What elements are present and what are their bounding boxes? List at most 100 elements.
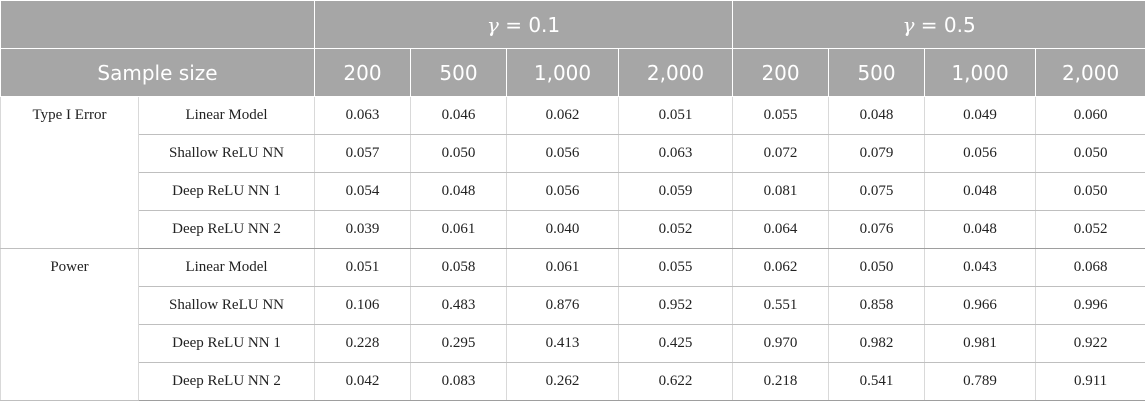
value-cell: 0.062 — [506, 96, 619, 135]
value-cell: 0.048 — [410, 172, 507, 211]
value-cell: 0.056 — [506, 134, 619, 173]
value-cell: 0.050 — [410, 134, 507, 173]
gamma-value: = 0.1 — [498, 12, 561, 37]
value-cell: 0.483 — [410, 286, 507, 325]
value-cell: 0.081 — [732, 172, 830, 211]
value-cell: 0.966 — [924, 286, 1037, 325]
method-label: Linear Model — [138, 248, 315, 287]
method-label: Deep ReLU NN 1 — [138, 324, 315, 363]
value-cell: 0.057 — [314, 134, 411, 173]
value-cell: 0.063 — [314, 96, 411, 135]
value-cell: 0.061 — [410, 210, 507, 249]
sample-size-header: 200 — [314, 48, 411, 97]
sample-size-label: Sample size — [0, 48, 315, 97]
value-cell: 0.040 — [506, 210, 619, 249]
value-cell: 0.048 — [828, 96, 926, 135]
value-cell: 0.055 — [617, 248, 734, 287]
gamma-symbol: γ — [486, 12, 499, 37]
sample-size-header: 2,000 — [617, 48, 734, 97]
value-cell: 0.059 — [617, 172, 734, 211]
table-row: Shallow ReLU NN 0.057 0.050 0.056 0.063 0.072… — [1, 134, 1145, 173]
value-cell: 0.982 — [828, 324, 926, 363]
value-cell: 0.043 — [924, 248, 1037, 287]
value-cell: 0.054 — [314, 172, 411, 211]
value-cell: 0.068 — [1035, 248, 1145, 287]
sample-size-header: 1,000 — [924, 48, 1037, 97]
value-cell: 0.541 — [828, 362, 926, 401]
value-cell: 0.952 — [617, 286, 734, 325]
table-row: Deep ReLU NN 1 0.054 0.048 0.056 0.059 0.081 0… — [1, 172, 1145, 211]
value-cell: 0.050 — [828, 248, 926, 287]
value-cell: 0.051 — [314, 248, 411, 287]
gamma-value: = 0.5 — [914, 12, 976, 37]
value-cell: 0.425 — [617, 324, 734, 363]
value-cell: 0.048 — [924, 172, 1037, 211]
value-cell: 0.052 — [617, 210, 734, 249]
value-cell: 0.061 — [506, 248, 619, 287]
value-cell: 0.106 — [314, 286, 411, 325]
value-cell: 0.049 — [924, 96, 1037, 135]
method-label: Deep ReLU NN 2 — [138, 362, 315, 401]
value-cell: 0.039 — [314, 210, 411, 249]
value-cell: 0.876 — [506, 286, 619, 325]
value-cell: 0.060 — [1035, 96, 1145, 135]
method-label: Linear Model — [138, 96, 315, 135]
value-cell: 0.922 — [1035, 324, 1145, 363]
value-cell: 0.858 — [828, 286, 926, 325]
value-cell: 0.056 — [924, 134, 1037, 173]
sample-size-header: 500 — [828, 48, 926, 97]
header-row-sample-size: Sample size 200 500 1,000 2,000 200 500 … — [0, 48, 1145, 97]
method-label: Shallow ReLU NN — [138, 134, 315, 173]
header-row-gamma: γ = 0.1 γ = 0.5 — [0, 0, 1145, 49]
gamma-group-header: γ = 0.1 — [313, 0, 734, 49]
value-cell: 0.262 — [506, 362, 619, 401]
value-cell: 0.996 — [1035, 286, 1145, 325]
method-label: Shallow ReLU NN — [138, 286, 315, 325]
sample-size-header: 2,000 — [1035, 48, 1145, 97]
value-cell: 0.622 — [617, 362, 734, 401]
group-label: Type I Error — [0, 96, 139, 249]
value-cell: 0.911 — [1035, 362, 1145, 401]
value-cell: 0.052 — [1035, 210, 1145, 249]
group-label: Power — [0, 248, 139, 401]
table-body: Type I Error Linear Model 0.063 0.046 0.062 0… — [0, 96, 1145, 401]
value-cell: 0.079 — [828, 134, 926, 173]
table-row: Power Linear Model 0.051 0.058 0.061 0.055 0.0… — [0, 248, 1145, 401]
value-cell: 0.063 — [617, 134, 734, 173]
value-cell: 0.551 — [732, 286, 830, 325]
value-cell: 0.055 — [732, 96, 830, 135]
table-row: Type I Error Linear Model 0.063 0.046 0.062 0… — [0, 96, 1145, 249]
value-cell: 0.056 — [506, 172, 619, 211]
sample-size-header: 200 — [732, 48, 830, 97]
value-cell: 0.072 — [732, 134, 830, 173]
value-cell: 0.058 — [410, 248, 507, 287]
value-cell: 0.050 — [1035, 172, 1145, 211]
value-cell: 0.981 — [924, 324, 1037, 363]
value-cell: 0.042 — [314, 362, 411, 401]
table-row: Deep ReLU NN 2 0.039 0.061 0.040 0.052 0.064 0… — [1, 210, 1145, 249]
value-cell: 0.083 — [410, 362, 507, 401]
value-cell: 0.076 — [828, 210, 926, 249]
value-cell: 0.789 — [924, 362, 1037, 401]
table-row: Deep ReLU NN 1 0.228 0.295 0.413 0.425 0.970 0… — [1, 324, 1145, 363]
table-row: Deep ReLU NN 2 0.042 0.083 0.262 0.622 0.218 0… — [1, 362, 1145, 401]
gamma-symbol: γ — [902, 12, 915, 37]
value-cell: 0.046 — [410, 96, 507, 135]
value-cell: 0.051 — [617, 96, 734, 135]
value-cell: 0.218 — [732, 362, 830, 401]
value-cell: 0.064 — [732, 210, 830, 249]
value-cell: 0.413 — [506, 324, 619, 363]
sample-size-header: 500 — [410, 48, 507, 97]
value-cell: 0.050 — [1035, 134, 1145, 173]
method-label: Deep ReLU NN 2 — [138, 210, 315, 249]
header-corner-cell — [0, 0, 315, 49]
value-cell: 0.062 — [732, 248, 830, 287]
sample-size-header: 1,000 — [506, 48, 619, 97]
gamma-group-header: γ = 0.5 — [732, 0, 1145, 49]
table-row: Shallow ReLU NN 0.106 0.483 0.876 0.952 0.551… — [1, 286, 1145, 325]
table-header: γ = 0.1 γ = 0.5 Sample size 200 500 1,00… — [0, 0, 1145, 97]
value-cell: 0.228 — [314, 324, 411, 363]
value-cell: 0.048 — [924, 210, 1037, 249]
value-cell: 0.295 — [410, 324, 507, 363]
